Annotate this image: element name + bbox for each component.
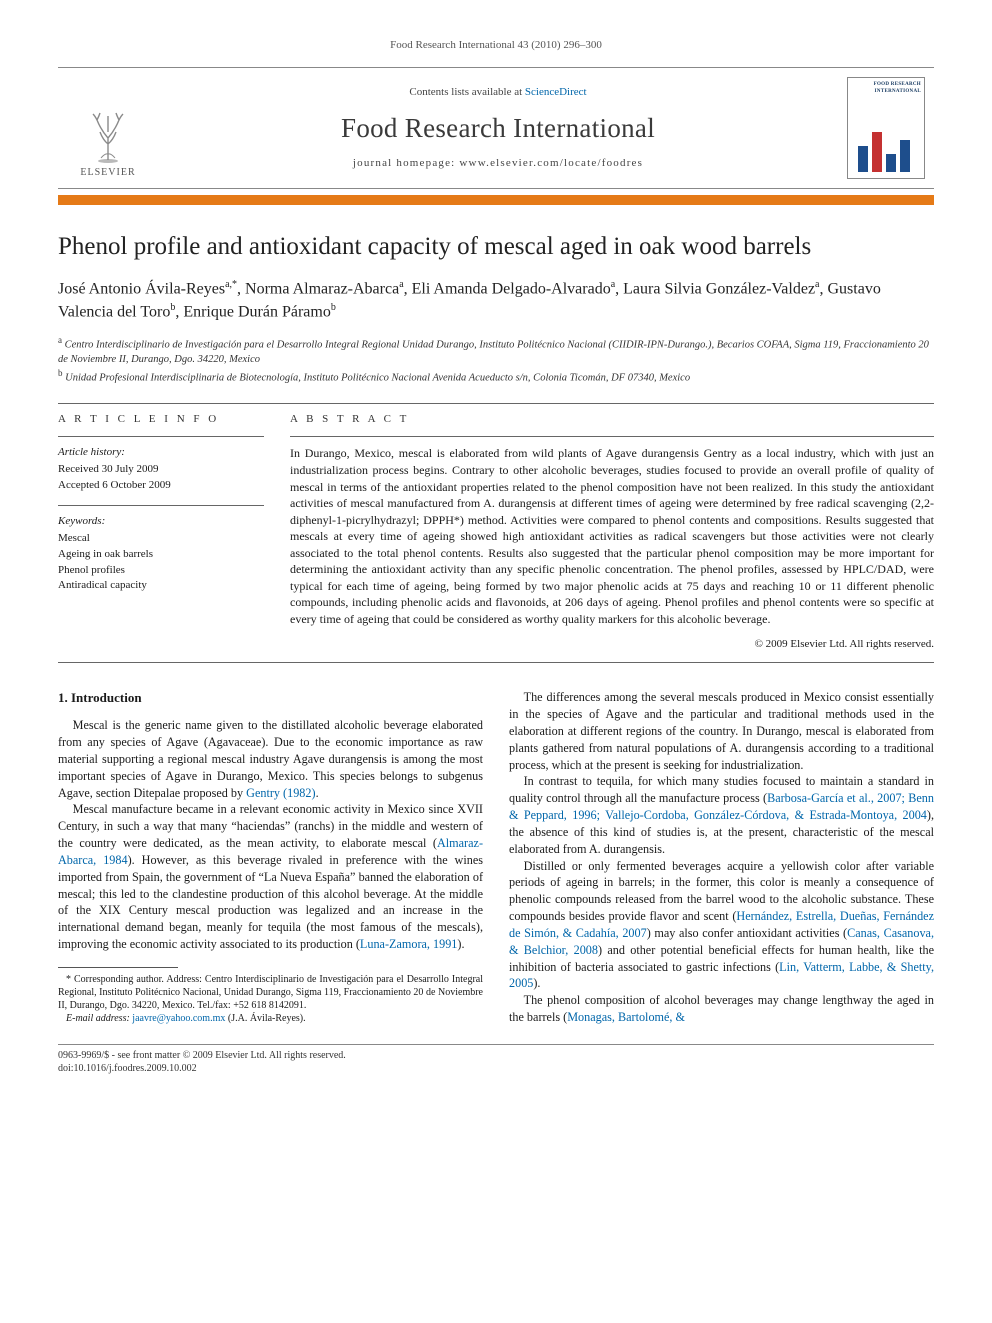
body-paragraph: In contrast to tequila, for which many s… (509, 773, 934, 857)
page-footer: 0963-9969/$ - see front matter © 2009 El… (58, 1044, 934, 1076)
author-list: José Antonio Ávila-Reyesa,*, Norma Almar… (58, 278, 934, 323)
section-heading-intro: 1. Introduction (58, 689, 483, 707)
sciencedirect-link[interactable]: ScienceDirect (525, 86, 587, 98)
elsevier-tree-icon (83, 108, 133, 164)
homepage-url: www.elsevier.com/locate/foodres (459, 157, 643, 169)
body-paragraph: Distilled or only fermented beverages ac… (509, 858, 934, 993)
article-info-label: A R T I C L E I N F O (58, 412, 264, 427)
citation-link[interactable]: Gentry (1982) (246, 786, 315, 800)
history-head: Article history: (58, 445, 264, 460)
body-paragraph: Mescal is the generic name given to the … (58, 717, 483, 801)
article-title: Phenol profile and antioxidant capacity … (58, 231, 934, 262)
abstract-block: A B S T R A C T In Durango, Mexico, mesc… (290, 412, 934, 653)
divider (58, 662, 934, 663)
keyword: Mescal (58, 531, 264, 546)
front-matter-line: 0963-9969/$ - see front matter © 2009 El… (58, 1049, 346, 1063)
divider (58, 505, 264, 506)
journal-cover-thumb: FOOD RESEARCH INTERNATIONAL (847, 77, 925, 179)
keyword: Antiradical capacity (58, 578, 264, 593)
email-owner: (J.A. Ávila-Reyes). (228, 1013, 306, 1024)
publisher-name: ELSEVIER (80, 166, 135, 180)
divider (58, 436, 264, 437)
footnote-rule (58, 967, 178, 968)
journal-banner: ELSEVIER Contents lists available at Sci… (58, 67, 934, 189)
cover-title: FOOD RESEARCH INTERNATIONAL (848, 78, 924, 96)
accepted-line: Accepted 6 October 2009 (58, 478, 264, 493)
article-info-block: A R T I C L E I N F O Article history: R… (58, 412, 264, 653)
body-paragraph: Mescal manufacture became in a relevant … (58, 801, 483, 952)
divider (58, 403, 934, 404)
keywords-head: Keywords: (58, 514, 264, 529)
affiliation-line: b Unidad Profesional Interdisciplinaria … (58, 367, 934, 386)
corresponding-author-footnote: * Corresponding author. Address: Centro … (58, 973, 483, 1012)
affiliation-line: a Centro Interdisciplinario de Investiga… (58, 334, 934, 368)
journal-homepage-line: journal homepage: www.elsevier.com/locat… (353, 156, 643, 171)
email-label: E-mail address: (66, 1013, 130, 1024)
abstract-label: A B S T R A C T (290, 412, 934, 427)
affiliations: a Centro Interdisciplinario de Investiga… (58, 334, 934, 387)
email-link[interactable]: jaavre@yahoo.com.mx (132, 1013, 225, 1024)
keyword: Ageing in oak barrels (58, 547, 264, 562)
received-line: Received 30 July 2009 (58, 462, 264, 477)
body-paragraph: The differences among the several mescal… (509, 689, 934, 773)
publisher-logo-block: ELSEVIER (58, 68, 158, 188)
doi-line: doi:10.1016/j.foodres.2009.10.002 (58, 1062, 346, 1076)
journal-name: Food Research International (341, 110, 655, 146)
body-paragraph: The phenol composition of alcohol bevera… (509, 992, 934, 1026)
accent-rule (58, 195, 934, 205)
contents-available-line: Contents lists available at ScienceDirec… (409, 85, 586, 100)
homepage-prefix: journal homepage: (353, 157, 460, 169)
citation-link[interactable]: Luna-Zamora, 1991 (360, 937, 457, 951)
contents-prefix: Contents lists available at (409, 86, 524, 98)
email-footnote: E-mail address: jaavre@yahoo.com.mx (J.A… (58, 1012, 483, 1025)
running-head: Food Research International 43 (2010) 29… (58, 38, 934, 53)
abstract-copyright: © 2009 Elsevier Ltd. All rights reserved… (290, 637, 934, 652)
keyword: Phenol profiles (58, 563, 264, 578)
body-two-column: 1. Introduction Mescal is the generic na… (58, 689, 934, 1026)
abstract-text: In Durango, Mexico, mescal is elaborated… (290, 445, 934, 627)
divider (290, 436, 934, 437)
citation-link[interactable]: Monagas, Bartolomé, & (567, 1010, 685, 1024)
